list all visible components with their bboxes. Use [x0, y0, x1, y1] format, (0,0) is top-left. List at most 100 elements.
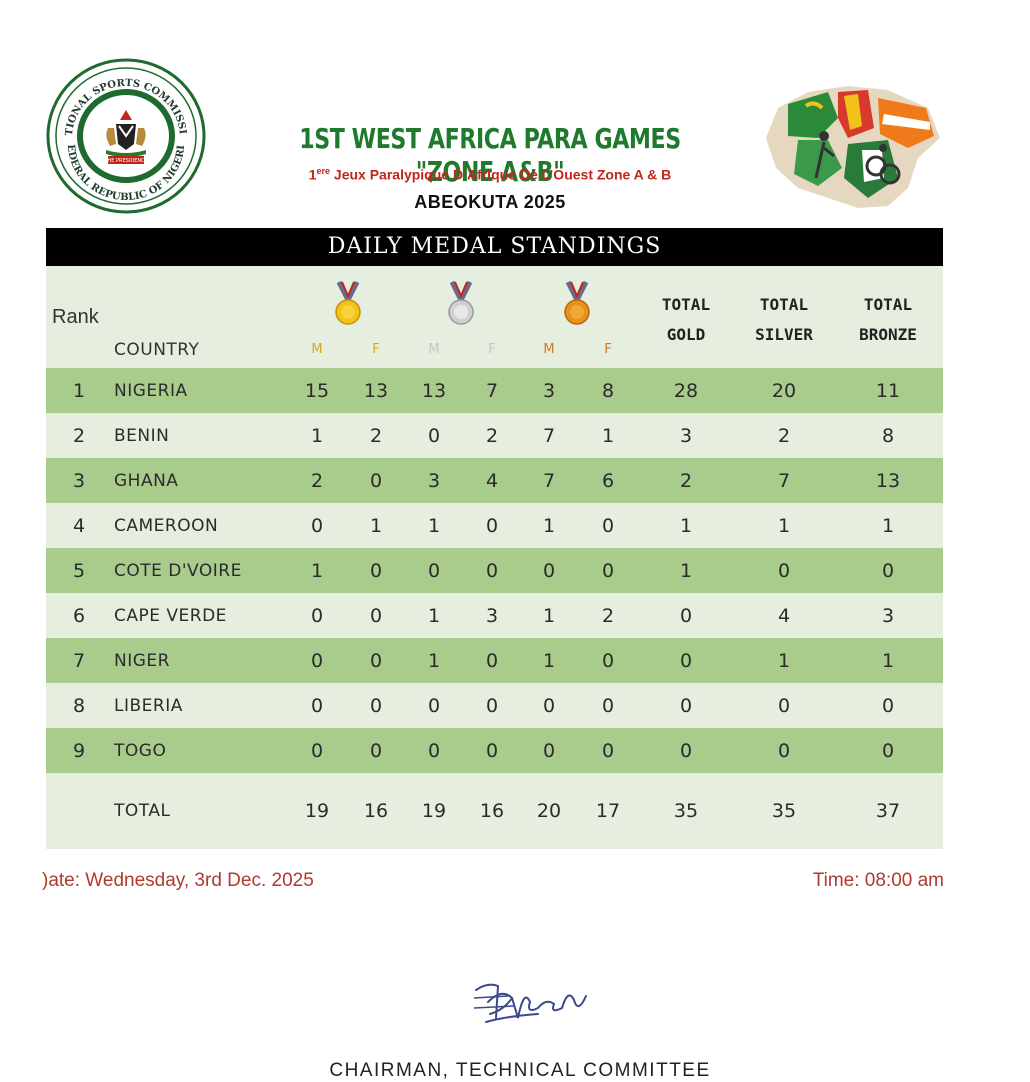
- bronze-female-cell: 6: [601, 469, 615, 492]
- bronze-female-header: F: [604, 342, 612, 357]
- total-silver-female: 16: [479, 800, 505, 822]
- total-gold-header: TOTAL GOLD: [661, 295, 711, 344]
- total-bronze-cell: 8: [881, 424, 895, 447]
- silver-female-cell: 0: [485, 559, 499, 582]
- rank-cell: 6: [72, 604, 86, 627]
- gold-male-cell: 0: [310, 514, 324, 537]
- total-gold-cell: 0: [679, 694, 693, 717]
- gold-female-cell: 13: [363, 379, 389, 402]
- gold-male-cell: 15: [304, 379, 330, 402]
- rank-header: Rank: [52, 306, 99, 328]
- total-bronze-female: 17: [595, 800, 621, 822]
- total-bronze-sum: 37: [875, 800, 901, 822]
- gold-male-cell: 1: [310, 424, 324, 447]
- rank-cell: 4: [72, 514, 86, 537]
- table-row: 5 COTE D'VOIRE 1 0 0 0 0 0 1 0 0: [46, 548, 943, 593]
- total-gold-cell: 0: [679, 604, 693, 627]
- country-cell: NIGERIA: [114, 380, 188, 401]
- gold-female-cell: 0: [369, 649, 383, 672]
- bronze-male-cell: 0: [542, 559, 556, 582]
- table-row: 4 CAMEROON 0 1 1 0 1 0 1 1 1: [46, 503, 943, 548]
- gold-male-cell: 1: [310, 559, 324, 582]
- silver-female-cell: 0: [485, 739, 499, 762]
- table-body: 1 NIGERIA 15 13 13 7 3 8 28 20 11 2 BENIN 1 2 0 2 7 1 3 2 8 3 G…: [46, 368, 943, 773]
- gold-female-cell: 0: [369, 739, 383, 762]
- bronze-female-cell: 8: [601, 379, 615, 402]
- bronze-male-cell: 7: [542, 424, 556, 447]
- bronze-medal-icon: [564, 280, 590, 325]
- table-header: Rank COUNTRY M F M F M F TOTAL GOLD TOTAL…: [46, 266, 943, 368]
- total-gold-cell: 0: [679, 649, 693, 672]
- silver-female-cell: 0: [485, 649, 499, 672]
- rank-cell: 5: [72, 559, 86, 582]
- west-africa-map-logo: [766, 86, 940, 208]
- table-row: 9 TOGO 0 0 0 0 0 0 0 0 0: [46, 728, 943, 773]
- daily-medal-standings-banner: DAILY MEDAL STANDINGS: [46, 228, 943, 266]
- silver-male-cell: 3: [427, 469, 441, 492]
- bronze-female-cell: 0: [601, 739, 615, 762]
- total-gold-cell: 28: [673, 379, 699, 402]
- gold-male-header: M: [311, 342, 323, 357]
- bronze-male-cell: 0: [542, 694, 556, 717]
- total-bronze-cell: 11: [875, 379, 901, 402]
- coat-of-arms-icon: [106, 110, 146, 157]
- total-bronze-cell: 1: [881, 649, 895, 672]
- table-row: 8 LIBERIA 0 0 0 0 0 0 0 0 0: [46, 683, 943, 728]
- total-gold-male: 19: [304, 800, 330, 822]
- gold-female-header: F: [372, 342, 380, 357]
- silver-male-cell: 0: [427, 694, 441, 717]
- gold-female-cell: 2: [369, 424, 383, 447]
- country-cell: GHANA: [114, 470, 179, 491]
- total-row: TOTAL 19 16 19 16 20 17 35 35 37: [46, 773, 943, 849]
- total-silver-male: 19: [421, 800, 447, 822]
- gold-female-cell: 0: [369, 469, 383, 492]
- total-silver-sum: 35: [771, 800, 797, 822]
- gold-female-cell: 0: [369, 604, 383, 627]
- silver-male-header: M: [428, 342, 440, 357]
- total-silver-cell: 1: [777, 649, 791, 672]
- country-cell: TOGO: [114, 740, 167, 761]
- total-silver-cell: 1: [777, 514, 791, 537]
- silver-female-cell: 0: [485, 694, 499, 717]
- rank-cell: 7: [72, 649, 86, 672]
- table-row: 1 NIGERIA 15 13 13 7 3 8 28 20 11: [46, 368, 943, 413]
- table-row: 3 GHANA 2 0 3 4 7 6 2 7 13: [46, 458, 943, 503]
- total-bronze-cell: 0: [881, 559, 895, 582]
- country-cell: NIGER: [114, 650, 170, 671]
- silver-male-cell: 1: [427, 649, 441, 672]
- report-time: Time: 08:00 am: [812, 870, 944, 891]
- gold-female-cell: 0: [369, 559, 383, 582]
- silver-male-cell: 0: [427, 559, 441, 582]
- silver-female-cell: 4: [485, 469, 499, 492]
- total-silver-header: TOTAL SILVER: [755, 295, 813, 344]
- country-cell: LIBERIA: [114, 695, 183, 716]
- gold-male-cell: 0: [310, 604, 324, 627]
- silver-female-cell: 0: [485, 514, 499, 537]
- bronze-male-header: M: [543, 342, 555, 357]
- table-row: 2 BENIN 1 2 0 2 7 1 3 2 8: [46, 413, 943, 458]
- bronze-male-cell: 7: [542, 469, 556, 492]
- country-cell: CAMEROON: [114, 515, 219, 536]
- national-sports-commission-seal: NATIONAL SPORTS COMMISSION FEDERAL REPUB…: [46, 58, 206, 214]
- total-bronze-cell: 13: [875, 469, 901, 492]
- total-silver-cell: 0: [777, 694, 791, 717]
- bronze-female-cell: 0: [601, 694, 615, 717]
- total-silver-cell: 4: [777, 604, 791, 627]
- event-subtitle: 1ere Jeux Paralypique D’Afrique De L’Oue…: [308, 166, 672, 183]
- total-silver-cell: 0: [777, 559, 791, 582]
- total-gold-cell: 2: [679, 469, 693, 492]
- medal-table: Rank COUNTRY M F M F M F TOTAL GOLD TOTAL…: [46, 266, 943, 849]
- total-gold-cell: 1: [679, 559, 693, 582]
- total-bronze-cell: 1: [881, 514, 895, 537]
- bronze-female-cell: 0: [601, 514, 615, 537]
- silver-male-cell: 0: [427, 739, 441, 762]
- table-row: 6 CAPE VERDE 0 0 1 3 1 2 0 4 3: [46, 593, 943, 638]
- silver-male-cell: 0: [427, 424, 441, 447]
- total-gold-female: 16: [363, 800, 389, 822]
- bronze-male-cell: 1: [542, 649, 556, 672]
- country-cell: COTE D'VOIRE: [114, 560, 242, 581]
- total-label: TOTAL: [114, 801, 171, 821]
- bronze-male-cell: 0: [542, 739, 556, 762]
- silver-female-header: F: [488, 342, 496, 357]
- gold-male-cell: 0: [310, 649, 324, 672]
